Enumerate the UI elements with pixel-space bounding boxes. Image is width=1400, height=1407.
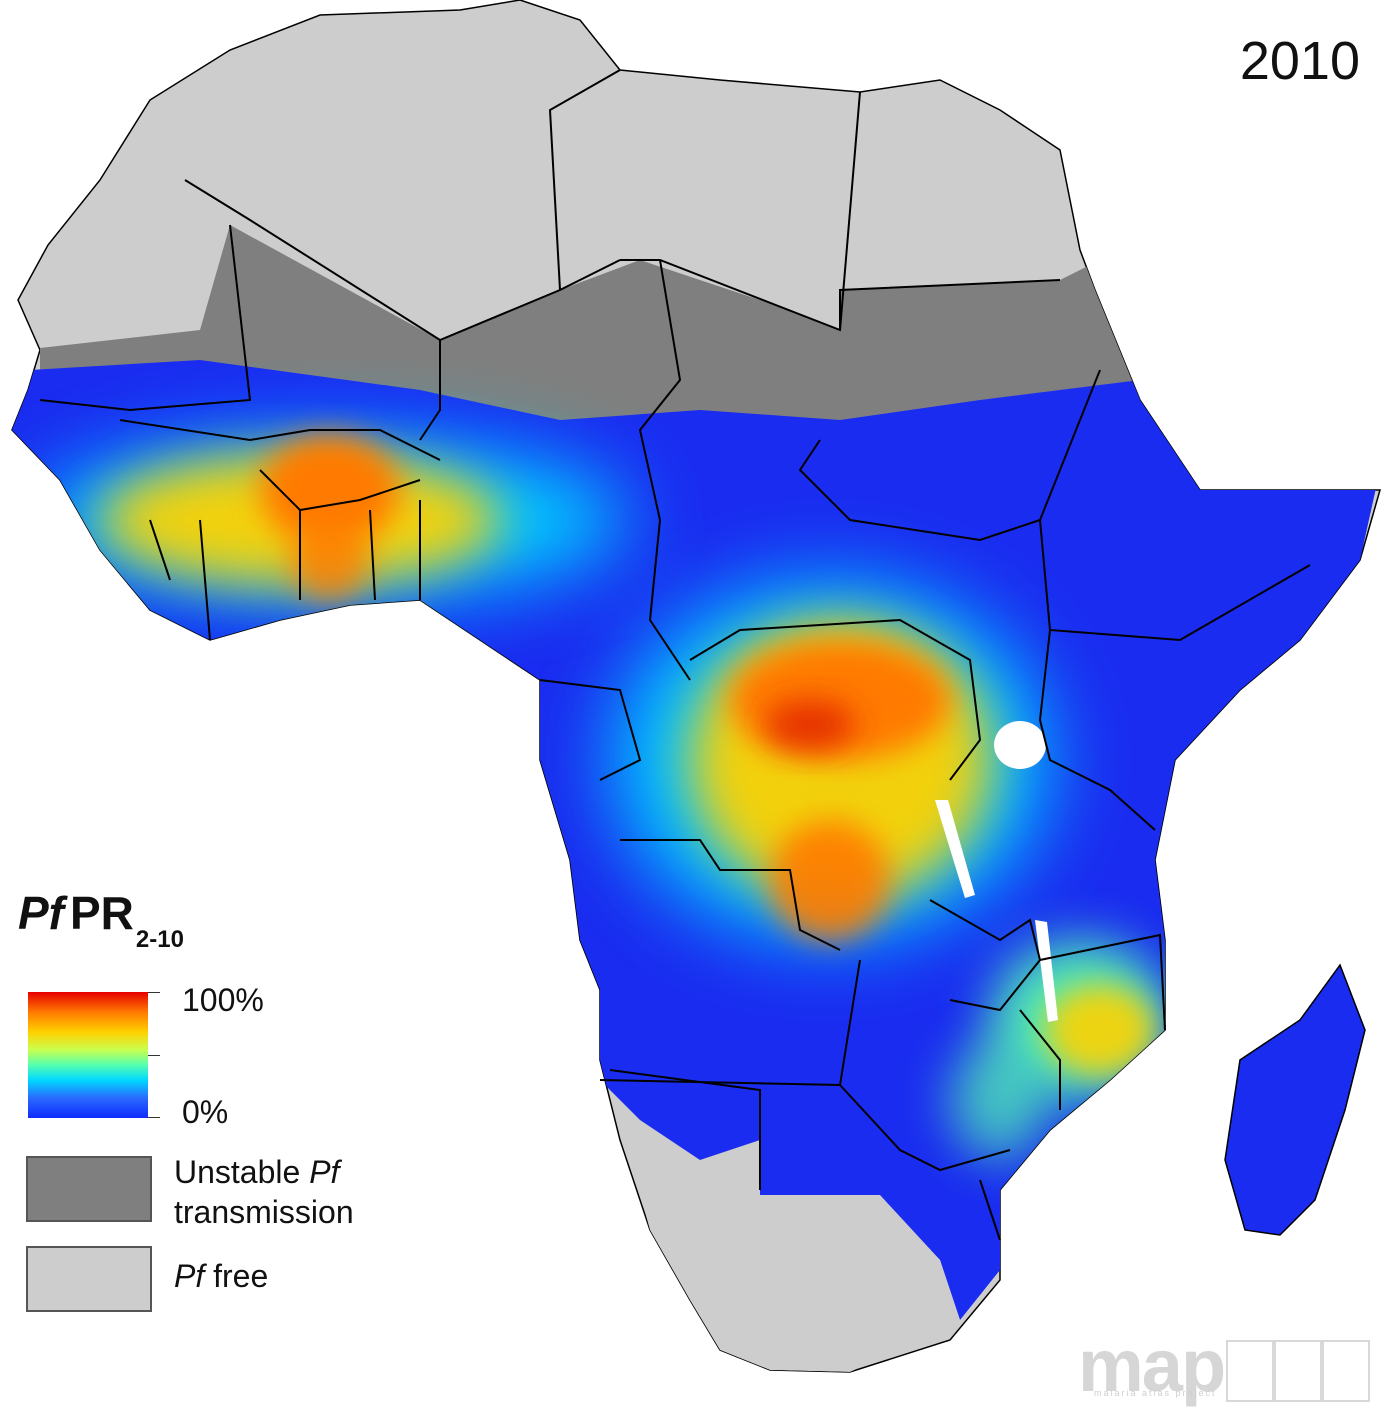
pf-free-swatch	[26, 1246, 152, 1312]
legend-title-pr: PR	[70, 887, 134, 939]
pf-free-south	[620, 1120, 960, 1372]
unstable-pf: Pf	[309, 1154, 340, 1190]
moderate-east-coast	[950, 1040, 1050, 1160]
map-logo: map	[1078, 1324, 1226, 1407]
unstable-line2: transmission	[174, 1194, 354, 1230]
madagascar	[1224, 963, 1366, 1236]
unstable-transmission-swatch	[26, 1156, 152, 1222]
legend-title-subscript: 2-10	[135, 926, 184, 953]
lake-victoria	[994, 721, 1046, 769]
logo-continent-box-1	[1226, 1340, 1274, 1402]
country-borders	[39, 69, 1311, 1241]
unstable-prefix: Unstable	[174, 1154, 310, 1190]
peak-congo	[765, 700, 855, 750]
very-high-congo-south	[770, 820, 890, 940]
lake-tanganyika	[935, 800, 975, 898]
unstable-transmission-label: Unstable Pf transmission	[174, 1152, 354, 1232]
ramp-tick-bottom	[148, 1117, 160, 1118]
legend-title: Pf PR2-10	[18, 886, 184, 954]
high-mozambique	[1045, 985, 1155, 1075]
ramp-tick-top	[148, 992, 160, 993]
lakes	[935, 721, 1058, 1022]
very-high-burkina	[260, 435, 400, 545]
logo-continent-box-3	[1322, 1340, 1370, 1402]
ramp-min-label: 0%	[182, 1094, 229, 1130]
very-high-ghana	[290, 520, 370, 600]
map-logo-tagline: malaria atlas project	[1094, 1388, 1217, 1398]
free-pf: Pf	[174, 1258, 205, 1294]
legend-title-pf: Pf	[18, 887, 64, 939]
year-label: 2010	[1239, 31, 1360, 91]
pf-free-label: Pf free	[174, 1256, 268, 1296]
lake-malawi	[1035, 920, 1058, 1022]
color-ramp	[28, 992, 148, 1118]
logo-continent-box-2	[1274, 1340, 1322, 1402]
ramp-tick-mid	[148, 1055, 160, 1056]
free-suffix: free	[204, 1258, 269, 1294]
ramp-max-label: 100%	[182, 982, 264, 1018]
